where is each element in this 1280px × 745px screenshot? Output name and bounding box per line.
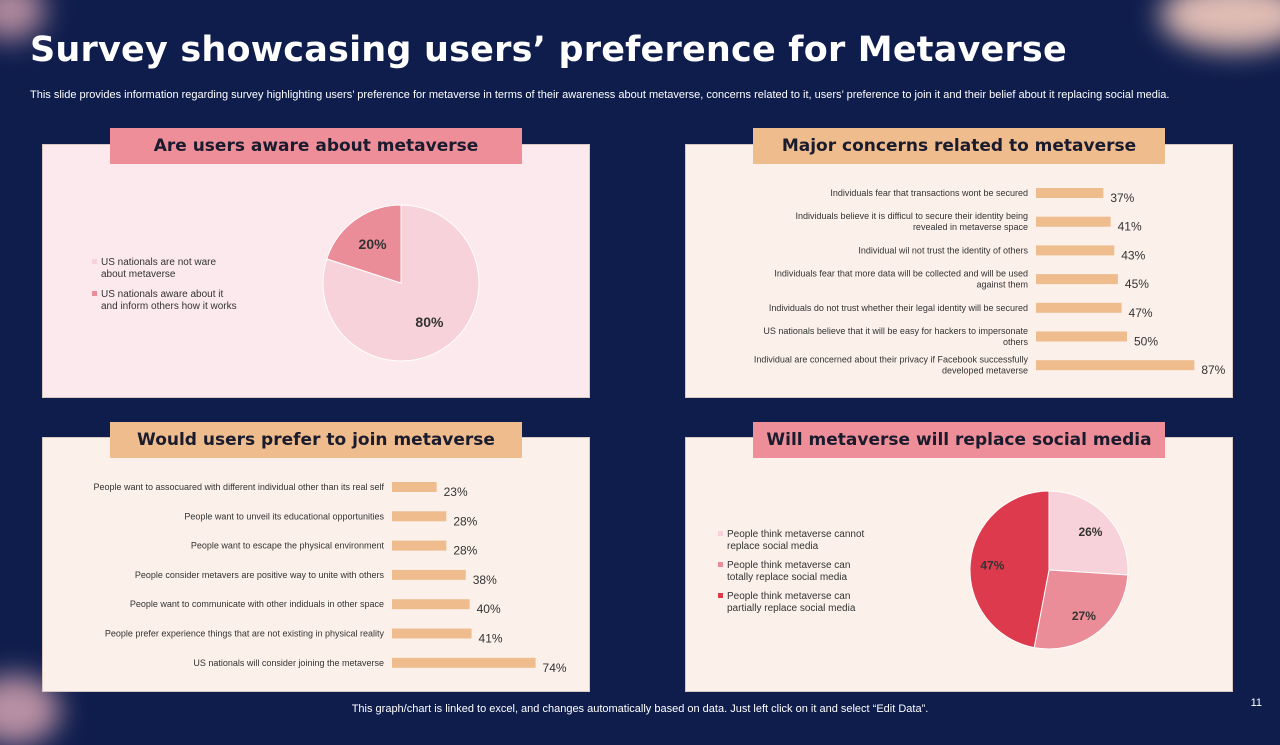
page-number: 11 [1250,697,1262,709]
bar-category-label: Individual wil not trust the identity of… [858,245,1028,255]
bar-category-label: Individuals fear that more data will be … [774,269,1028,290]
bar-category-label: Individual are concerned about their pri… [754,355,1029,376]
bar-us-nationals-will-consider-joining-the-m[interactable] [392,657,536,668]
bar-value-label: 50% [1134,335,1158,349]
pie-slice-people-think-metaverse-can-partially-rep[interactable] [969,490,1050,649]
bar-value-label: 45% [1125,277,1149,291]
join-bar-chart[interactable]: 23% People want to assocuared with differ… [42,437,590,692]
legend-label: US nationals are not ware about metaverse [101,257,217,280]
bar-individuals-believe-it-is-difficul-to-se[interactable] [1036,216,1111,227]
bar-value-label: 43% [1121,248,1145,262]
pie-value-label: 47% [980,559,1004,573]
panel-background [42,437,590,692]
concerns-panel: Major concerns related to metaverse 37% I… [685,128,1233,398]
legend-swatch [718,562,723,567]
bar-category-label: Individuals fear that transactions wont … [830,188,1028,198]
bar-category-label: People want to escape the physical envir… [191,541,385,551]
bar-individuals-do-not-trust-whether-their-l[interactable] [1036,302,1122,313]
replace-pie-chart[interactable]: 26% 27% 47% People think metaverse cannot re… [685,437,1233,692]
bar-people-want-to-escape-the-physical-envir[interactable] [392,540,447,551]
pie-value-label: 20% [359,236,388,252]
bar-individual-wil-not-trust-the-identity-of[interactable] [1036,245,1115,256]
bar-category-label: Individuals do not trust whether their l… [769,303,1028,313]
join-panel: Would users prefer to join metaverse 23%… [42,422,590,692]
bar-individual-are-concerned-about-their-pri[interactable] [1036,360,1195,371]
bar-category-label: Individuals believe it is difficul to se… [796,211,1028,232]
bar-category-label: People want to communicate with other in… [130,599,384,609]
legend-label: People think metaverse can totally replac… [727,560,850,583]
legend-label: People think metaverse cannot replace soc… [727,529,865,552]
pie-value-label: 80% [415,314,444,330]
join-panel-header: Would users prefer to join metaverse [110,422,522,458]
bar-value-label: 37% [1110,191,1134,205]
bar-value-label: 74% [543,661,567,675]
bar-value-label: 28% [453,544,477,558]
bar-category-label: People prefer experience things that are… [105,629,385,639]
concerns-panel-header: Major concerns related to metaverse [753,128,1165,164]
slide-title: Survey showcasing users’ preference for … [30,30,1067,70]
bar-value-label: 41% [479,632,503,646]
pie-value-label: 27% [1072,609,1096,623]
pie-slice-us-nationals-aware-about-it-and-inform-o[interactable] [326,204,402,284]
concerns-bar-chart[interactable]: 37% Individuals fear that transactions wo… [685,144,1233,398]
slide-subtitle: This slide provides information regardin… [30,89,1170,101]
decor-blob-top-right [1160,0,1280,50]
bar-people-consider-metavers-are-positive-wa[interactable] [392,569,466,580]
bar-value-label: 38% [473,573,497,587]
bar-value-label: 47% [1129,306,1153,320]
bar-value-label: 41% [1118,220,1142,234]
bar-value-label: 40% [477,602,501,616]
bar-value-label: 87% [1201,363,1225,377]
bar-us-nationals-believe-that-it-will-be-eas[interactable] [1036,331,1127,342]
bar-individuals-fear-that-more-data-will-be-[interactable] [1036,274,1118,285]
replace-panel: Will metaverse will replace social media… [685,422,1233,692]
legend-label: US nationals aware about it and inform ot… [101,289,237,312]
legend-swatch [92,259,97,264]
legend-swatch [718,593,723,598]
bar-people-prefer-experience-things-that-are[interactable] [392,628,472,639]
panel-background [42,144,590,398]
awareness-pie-chart[interactable]: 80% 20% US nationals are not ware about met… [42,144,590,398]
awareness-panel-header: Are users aware about metaverse [110,128,522,164]
replace-panel-header: Will metaverse will replace social media [753,422,1165,458]
pie-value-label: 26% [1078,525,1102,539]
pie-slice-people-think-metaverse-cannot-replace-so[interactable] [1048,490,1129,576]
legend-swatch [92,291,97,296]
pie-slice-people-think-metaverse-can-totally-repla[interactable] [1033,569,1129,650]
bar-category-label: US nationals believe that it will be eas… [763,326,1028,347]
bar-value-label: 28% [453,514,477,528]
bar-value-label: 23% [444,485,468,499]
bar-category-label: US nationals will consider joining the m… [193,658,384,668]
bar-individuals-fear-that-transactions-wont-[interactable] [1036,188,1104,198]
bar-category-label: People consider metavers are positive wa… [135,570,385,580]
bar-people-want-to-assocuared-with-different[interactable] [392,482,437,492]
bar-people-want-to-unveil-its-educational-op[interactable] [392,511,447,522]
legend-label: People think metaverse can partially repl… [727,591,856,614]
awareness-panel: Are users aware about metaverse 80% 20% US… [42,128,590,398]
legend-swatch [718,531,723,536]
bar-category-label: People want to assocuared with different… [93,482,384,492]
bar-people-want-to-communicate-with-other-in[interactable] [392,599,470,610]
footer-note: This graph/chart is linked to excel, and… [351,703,929,715]
bar-category-label: People want to unveil its educational op… [184,511,384,521]
